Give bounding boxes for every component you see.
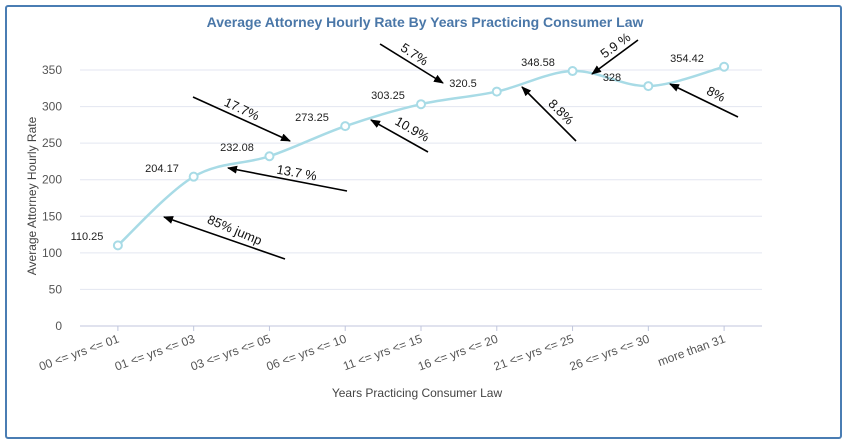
annotation-arrow bbox=[521, 86, 577, 142]
annotation-arrow bbox=[227, 165, 348, 192]
series-line bbox=[117, 65, 725, 247]
x-tick-label: 11 <= yrs <= 15 bbox=[341, 332, 424, 374]
data-point bbox=[112, 240, 123, 251]
data-label: 320.5 bbox=[449, 78, 477, 90]
data-label: 232.08 bbox=[220, 142, 254, 154]
y-tick-label: 200 bbox=[42, 173, 62, 187]
data-label: 273.25 bbox=[295, 112, 329, 124]
x-tick-label: 03 <= yrs <= 05 bbox=[189, 332, 273, 374]
annotation-arrow bbox=[163, 216, 286, 260]
data-label: 204.17 bbox=[145, 163, 179, 175]
annotation-arrow bbox=[591, 39, 639, 75]
data-point bbox=[643, 81, 654, 92]
annotation-label: 13.7 % bbox=[276, 162, 319, 184]
x-tick-label: 16 <= yrs <= 20 bbox=[416, 332, 500, 374]
y-tick-label: 100 bbox=[42, 246, 62, 260]
x-tick-label: 26 <= yrs <= 30 bbox=[568, 332, 652, 374]
data-point bbox=[491, 86, 502, 97]
annotation-label: 10.9% bbox=[393, 113, 433, 145]
data-labels: 110.25 204.17 232.08 273.25 303.25 320.5 348.5… bbox=[71, 53, 704, 243]
data-point bbox=[416, 99, 426, 110]
annotation-label: 5.7% bbox=[398, 40, 431, 69]
data-point bbox=[264, 151, 275, 162]
y-tick-label: 0 bbox=[55, 319, 62, 333]
y-axis-title: Average Attorney Hourly Rate bbox=[25, 116, 39, 275]
data-label: 348.58 bbox=[521, 57, 555, 69]
data-point bbox=[567, 66, 578, 77]
annotation-arrow bbox=[669, 83, 739, 118]
data-label: 354.42 bbox=[670, 53, 704, 65]
data-label: 328 bbox=[603, 72, 621, 84]
y-tick-label: 300 bbox=[42, 100, 62, 114]
y-tick-label: 350 bbox=[42, 63, 62, 77]
annotation-label: 85% jump bbox=[205, 212, 264, 248]
x-tick-label: 21 <= yrs <= 25 bbox=[492, 332, 576, 374]
x-tick-label: 06 <= yrs <= 10 bbox=[264, 332, 348, 374]
y-axis: 0 50 100 150 200 250 300 350 bbox=[42, 63, 62, 333]
y-tick-label: 150 bbox=[42, 209, 62, 223]
annotation-arrow bbox=[370, 119, 429, 153]
x-tick-label: 01 <= yrs <= 03 bbox=[113, 332, 197, 374]
annotation-label: 8.8% bbox=[545, 96, 577, 128]
y-tick-label: 250 bbox=[42, 136, 62, 150]
x-tick-label: 00 <= yrs <= 01 bbox=[37, 332, 121, 374]
data-points bbox=[112, 61, 730, 251]
data-label: 303.25 bbox=[371, 90, 405, 102]
data-point bbox=[340, 121, 351, 132]
data-point bbox=[188, 171, 199, 182]
annotation-arrow bbox=[192, 96, 291, 142]
chart-frame bbox=[5, 5, 842, 439]
annotation-arrow bbox=[379, 43, 444, 84]
chart-title: Average Attorney Hourly Rate By Years Pr… bbox=[207, 14, 644, 30]
x-axis-title: Years Practicing Consumer Law bbox=[332, 386, 503, 400]
data-point bbox=[719, 61, 730, 72]
data-label: 110.25 bbox=[71, 231, 104, 243]
x-tick-label: more than 31 bbox=[656, 332, 728, 369]
y-tick-label: 50 bbox=[49, 282, 63, 296]
